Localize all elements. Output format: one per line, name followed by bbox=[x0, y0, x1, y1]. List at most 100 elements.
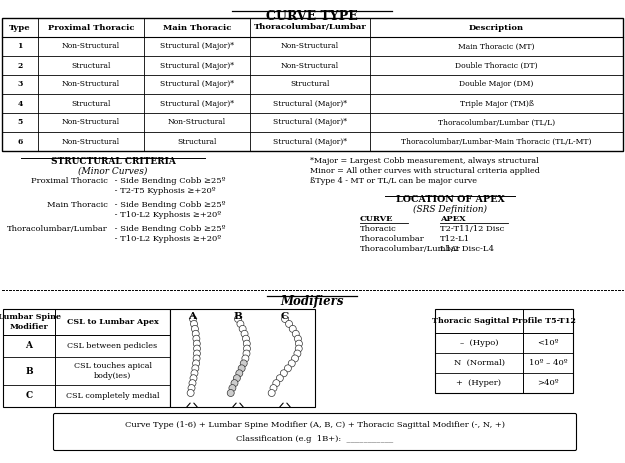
Text: - Side Bending Cobb ≥25º: - Side Bending Cobb ≥25º bbox=[112, 201, 226, 209]
Circle shape bbox=[270, 385, 277, 392]
Text: B: B bbox=[234, 312, 242, 321]
Text: Lumbar Spine
Modifier: Lumbar Spine Modifier bbox=[0, 313, 61, 331]
Text: L1/2 Disc-L4: L1/2 Disc-L4 bbox=[440, 245, 494, 253]
Text: Thoracolumbar: Thoracolumbar bbox=[360, 235, 425, 243]
Circle shape bbox=[238, 365, 245, 372]
Text: APEX: APEX bbox=[440, 215, 466, 223]
Text: (Minor Curves): (Minor Curves) bbox=[78, 167, 148, 176]
Text: Thoracolumbar/Lumbar-Main Thoracic (TL/L-MT): Thoracolumbar/Lumbar-Main Thoracic (TL/L… bbox=[401, 138, 592, 145]
Circle shape bbox=[191, 325, 198, 332]
Text: CSL touches apical
body(ies): CSL touches apical body(ies) bbox=[74, 363, 151, 380]
Bar bbox=[2, 18, 623, 151]
Text: C: C bbox=[26, 392, 32, 400]
Text: Non-Structural: Non-Structural bbox=[281, 43, 339, 50]
Text: Structural: Structural bbox=[177, 138, 217, 145]
Text: Structural (Major)*: Structural (Major)* bbox=[160, 81, 234, 88]
Text: - T2-T5 Kyphosis ≥+20º: - T2-T5 Kyphosis ≥+20º bbox=[112, 187, 216, 195]
Circle shape bbox=[272, 380, 280, 387]
Text: Thoracic: Thoracic bbox=[360, 225, 397, 233]
Text: Non-Structural: Non-Structural bbox=[62, 138, 120, 145]
Text: Proximal Thoracic: Proximal Thoracic bbox=[31, 177, 108, 185]
Text: Triple Major (TM)ß: Triple Major (TM)ß bbox=[459, 100, 534, 107]
Circle shape bbox=[190, 375, 197, 382]
Circle shape bbox=[244, 345, 251, 352]
Text: CSL between pedicles: CSL between pedicles bbox=[68, 342, 158, 350]
Circle shape bbox=[281, 370, 288, 377]
Circle shape bbox=[281, 315, 289, 323]
Text: (SRS Definition): (SRS Definition) bbox=[413, 205, 487, 214]
Circle shape bbox=[192, 360, 199, 367]
Text: Structural (Major)*: Structural (Major)* bbox=[273, 100, 347, 107]
Text: Type: Type bbox=[9, 24, 31, 31]
Circle shape bbox=[284, 365, 291, 372]
Bar bbox=[170, 309, 315, 407]
Circle shape bbox=[187, 389, 194, 396]
Text: Thoracolumbar/Lumbar: Thoracolumbar/Lumbar bbox=[8, 225, 108, 233]
Text: C: C bbox=[281, 312, 289, 321]
Text: B: B bbox=[25, 367, 33, 375]
Text: Main Thoracic (MT): Main Thoracic (MT) bbox=[458, 43, 535, 50]
Circle shape bbox=[233, 375, 241, 382]
Text: Structural (Major)*: Structural (Major)* bbox=[160, 43, 234, 50]
Text: N  (Normal): N (Normal) bbox=[454, 359, 504, 367]
Text: Curve Type (1-6) + Lumbar Spine Modifier (A, B, C) + Thoracic Sagittal Modifier : Curve Type (1-6) + Lumbar Spine Modifier… bbox=[125, 421, 505, 429]
Text: Structural (Major)*: Structural (Major)* bbox=[160, 62, 234, 69]
Text: - Side Bending Cobb ≥25º: - Side Bending Cobb ≥25º bbox=[112, 177, 226, 185]
Circle shape bbox=[243, 340, 250, 347]
Text: Thoracolumbar/Lumbar: Thoracolumbar/Lumbar bbox=[254, 24, 366, 31]
Circle shape bbox=[236, 370, 243, 377]
Text: ßType 4 - MT or TL/L can be major curve: ßType 4 - MT or TL/L can be major curve bbox=[310, 177, 477, 185]
Circle shape bbox=[229, 385, 236, 392]
Text: Thoracic Sagittal Profile T5-T12: Thoracic Sagittal Profile T5-T12 bbox=[432, 317, 576, 325]
Text: T12-L1: T12-L1 bbox=[440, 235, 470, 243]
Circle shape bbox=[289, 325, 296, 332]
Text: Structural: Structural bbox=[71, 100, 111, 107]
Text: Non-Structural: Non-Structural bbox=[281, 62, 339, 69]
Text: CURVE TYPE: CURVE TYPE bbox=[266, 10, 358, 23]
Text: CSL completely medial: CSL completely medial bbox=[66, 392, 159, 400]
Circle shape bbox=[191, 320, 198, 327]
Circle shape bbox=[188, 385, 195, 392]
Text: 1: 1 bbox=[18, 43, 22, 50]
Text: 5: 5 bbox=[18, 119, 22, 126]
Text: Thoracolumbar/Lumbar: Thoracolumbar/Lumbar bbox=[360, 245, 461, 253]
Circle shape bbox=[191, 370, 198, 377]
Text: Non-Structural: Non-Structural bbox=[62, 81, 120, 88]
Text: 2: 2 bbox=[18, 62, 22, 69]
Circle shape bbox=[241, 330, 248, 338]
Text: Structural (Major)*: Structural (Major)* bbox=[273, 119, 347, 126]
Circle shape bbox=[242, 355, 249, 362]
Circle shape bbox=[193, 350, 201, 357]
Circle shape bbox=[294, 350, 301, 357]
Text: 10º – 40º: 10º – 40º bbox=[529, 359, 568, 367]
Circle shape bbox=[237, 320, 244, 327]
Circle shape bbox=[276, 375, 283, 382]
Circle shape bbox=[240, 360, 248, 367]
Circle shape bbox=[189, 315, 196, 323]
Text: CURVE: CURVE bbox=[360, 215, 394, 223]
Text: LOCATION OF APEX: LOCATION OF APEX bbox=[396, 195, 504, 204]
Circle shape bbox=[295, 345, 302, 352]
Text: Double Major (DM): Double Major (DM) bbox=[459, 81, 534, 88]
Text: Minor = All other curves with structural criteria applied: Minor = All other curves with structural… bbox=[310, 167, 540, 175]
Text: A: A bbox=[188, 312, 196, 321]
Circle shape bbox=[189, 380, 196, 387]
Bar bbox=[3, 309, 170, 407]
Text: - T10-L2 Kyphosis ≥+20º: - T10-L2 Kyphosis ≥+20º bbox=[112, 211, 221, 219]
Circle shape bbox=[242, 335, 249, 342]
Text: >40º: >40º bbox=[538, 379, 559, 387]
Text: Non-Structural: Non-Structural bbox=[62, 119, 120, 126]
Text: - T10-L2 Kyphosis ≥+20º: - T10-L2 Kyphosis ≥+20º bbox=[112, 235, 221, 243]
Circle shape bbox=[192, 365, 199, 372]
Text: - Side Bending Cobb ≥25º: - Side Bending Cobb ≥25º bbox=[112, 225, 226, 233]
Text: Non-Structural: Non-Structural bbox=[168, 119, 226, 126]
Circle shape bbox=[234, 315, 241, 323]
Text: Modifiers: Modifiers bbox=[280, 295, 344, 308]
Text: <10º: <10º bbox=[538, 339, 559, 347]
Text: 3: 3 bbox=[18, 81, 22, 88]
Circle shape bbox=[231, 380, 238, 387]
Circle shape bbox=[193, 340, 200, 347]
Text: Structural (Major)*: Structural (Major)* bbox=[273, 138, 347, 145]
Text: Classification (e.g  1B+):  ___________: Classification (e.g 1B+): ___________ bbox=[236, 435, 394, 443]
Text: Structural: Structural bbox=[71, 62, 111, 69]
